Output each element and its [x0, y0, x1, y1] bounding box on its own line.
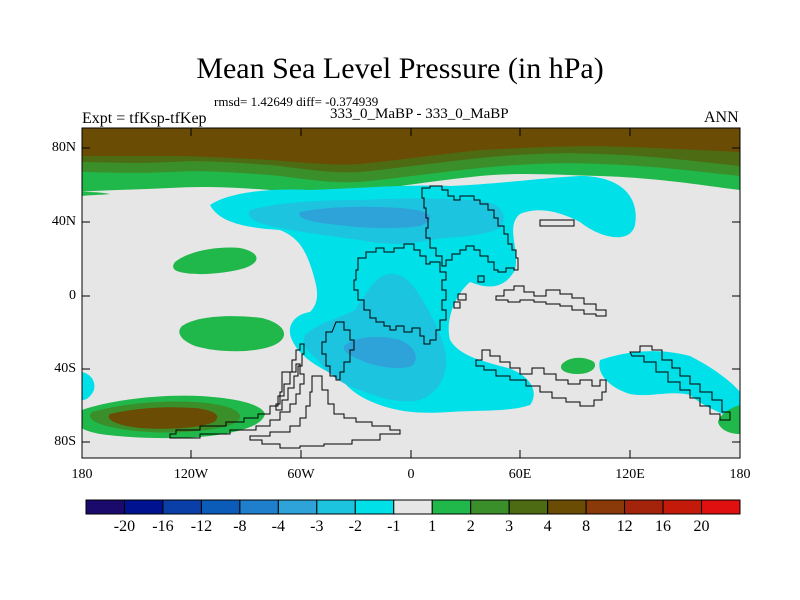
contour-neg3-north: [299, 206, 431, 229]
colorbar-swatch: [431, 499, 472, 515]
x-tick-label: 180: [71, 467, 93, 482]
colorbar-level-label: -20: [113, 518, 136, 535]
y-tick-label: 40S: [54, 361, 76, 376]
colorbar-swatch: [701, 499, 741, 515]
colorbar-swatch: [200, 499, 241, 515]
colorbar: [85, 499, 741, 515]
colorbar-level-label: 4: [543, 518, 552, 535]
colorbar-swatch: [470, 499, 510, 515]
colorbar-swatch: [85, 499, 125, 515]
coastline-antarctic-west: [169, 363, 305, 439]
case-comparison-label: 333_0_MaBP - 333_0_MaBP: [330, 106, 509, 122]
colorbar-level-label: -12: [190, 518, 213, 535]
x-tick-label: 120E: [615, 467, 645, 482]
y-tick-label: 40N: [51, 214, 76, 229]
coastline-west-ridge: [275, 343, 305, 411]
colorbar-level-label: -3: [310, 518, 324, 535]
contour-pos4-southpacific: [108, 407, 218, 429]
x-tick-label: 180: [729, 467, 751, 482]
colorbar-level-label: -1: [387, 518, 401, 535]
colorbar-level-label: 3: [505, 518, 514, 535]
coastline-antarctic-inner: [249, 375, 401, 449]
colorbar-level-label: -4: [271, 518, 285, 535]
axis-ticks: [81, 128, 741, 458]
colorbar-swatch: [239, 499, 279, 515]
coastline-antarctic-far-east: [629, 345, 731, 421]
contour-neg1-southern: [599, 351, 740, 420]
colorbar-level-label: 16: [655, 518, 672, 535]
plot-title: Mean Sea Level Pressure (in hPa): [196, 52, 604, 85]
contour-pos1-indian: [560, 357, 596, 374]
coastline-east-strip: [495, 285, 607, 317]
coastline-small-islands: [453, 275, 485, 309]
x-tick-label: 0: [407, 467, 415, 482]
colorbar-level-label: 20: [693, 518, 710, 535]
colorbar-swatch: [624, 499, 664, 515]
colorbar-level-label: -2: [348, 518, 362, 535]
contour-pos4-arctic: [82, 128, 740, 165]
contour-pos1-east-arctic-edge: [82, 192, 110, 196]
x-tick-label: 60W: [287, 467, 315, 482]
colorbar-swatch: [393, 499, 433, 515]
colorbar-swatch: [277, 499, 318, 515]
y-tick-label: 80S: [54, 434, 76, 449]
contour-pos1-pacific-north: [173, 247, 257, 275]
contour-neg1-west-edge: [82, 372, 95, 400]
x-tick-label: 60E: [508, 467, 532, 482]
season-label: ANN: [704, 109, 739, 126]
y-tick-label: 0: [69, 288, 76, 303]
colorbar-level-label: 8: [582, 518, 591, 535]
coastline-north-landmass: [421, 185, 519, 273]
coastline-south-peninsula: [321, 321, 355, 381]
colorbar-level-label: -8: [233, 518, 247, 535]
colorbar-swatch: [354, 499, 395, 515]
colorbar-swatch: [585, 499, 626, 515]
coastline-island-ne: [539, 219, 575, 227]
rmsd-diff-stats: rmsd= 1.42649 diff= -0.374939: [214, 94, 379, 109]
coastlines: [169, 185, 731, 449]
colorbar-swatch: [123, 499, 164, 515]
colorbar-level-label: 1: [428, 518, 437, 535]
contour-pos1-pacific-south: [179, 316, 285, 352]
y-tick-label: 80N: [51, 140, 76, 155]
colorbar-swatch: [316, 499, 356, 515]
contour-field: [82, 128, 740, 458]
experiment-label: Expt = tfKsp-tfKep: [82, 110, 207, 127]
contour-neg3-south: [343, 336, 416, 369]
colorbar-level-label: 12: [616, 518, 633, 535]
coastline-central-continent: [353, 243, 447, 345]
colorbar-level-label: -16: [152, 518, 174, 535]
x-tick-label: 120W: [173, 467, 209, 482]
colorbar-swatch: [508, 499, 549, 515]
coastline-antarctic-east: [475, 349, 607, 407]
colorbar-swatch: [547, 499, 587, 515]
colorbar-swatch: [662, 499, 703, 515]
colorbar-swatch: [162, 499, 202, 515]
colorbar-level-label: 2: [466, 518, 475, 535]
